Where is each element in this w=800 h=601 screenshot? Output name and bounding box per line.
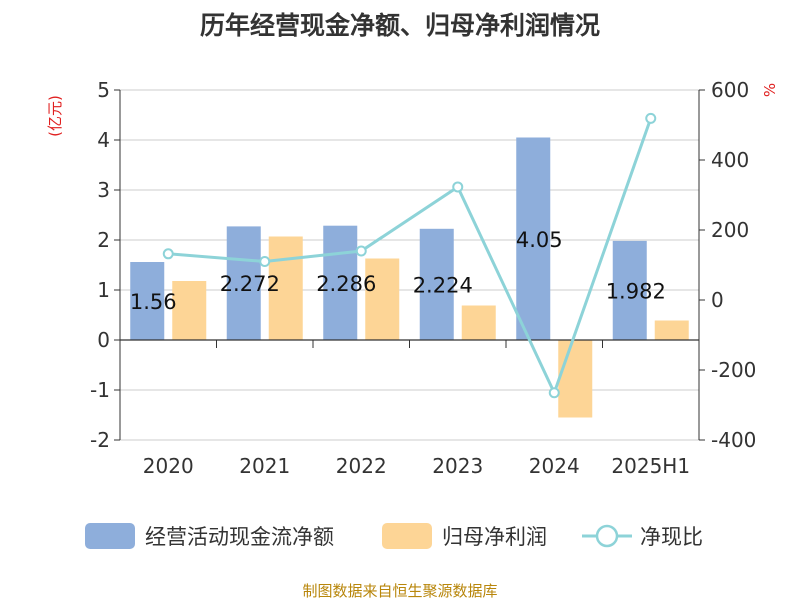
legend-swatch-net-profit <box>382 523 432 549</box>
bar-value-label: 2.224 <box>413 273 473 297</box>
x-tick-label: 2025H1 <box>611 454 690 478</box>
bar-value-label: 4.05 <box>516 228 563 252</box>
bar <box>558 340 593 418</box>
y-right-tick-label: -200 <box>711 358 756 382</box>
bar-value-label: 1.982 <box>606 279 666 303</box>
legend-label-cash-flow: 经营活动现金流净额 <box>145 525 334 549</box>
grid-lines <box>120 89 699 441</box>
line-point <box>452 181 464 193</box>
line-point <box>259 256 271 267</box>
source-note: 制图数据来自恒生聚源数据库 <box>302 582 498 600</box>
bar <box>516 137 551 340</box>
bar <box>226 226 261 340</box>
x-tick-label: 2021 <box>239 454 290 478</box>
bar <box>612 240 647 340</box>
y-right-tick-label: -400 <box>711 428 756 452</box>
bar <box>461 305 496 340</box>
x-tick-label: 2020 <box>143 454 194 478</box>
legend-marker-ratio <box>595 524 619 548</box>
line-path <box>168 117 653 397</box>
bar <box>419 228 454 340</box>
line-point <box>645 112 657 124</box>
y-right-unit: % <box>761 83 779 97</box>
bar <box>268 236 303 340</box>
y-right-tick-label: 0 <box>711 288 724 312</box>
line-point <box>355 245 367 257</box>
legend-label-net-profit: 归母净利润 <box>442 525 547 549</box>
y-left-tick-label: 5 <box>97 78 110 102</box>
legend: 经营活动现金流净额 归母净利润 净现比 <box>85 523 703 549</box>
y-left-tick-label: 4 <box>97 128 110 152</box>
bar <box>323 225 358 340</box>
y-left-tick-label: -2 <box>90 428 110 452</box>
y-right-tick-label: 200 <box>711 218 749 242</box>
y-left-unit: (亿元) <box>46 95 64 137</box>
legend-label-ratio: 净现比 <box>640 525 703 549</box>
bar <box>654 320 689 340</box>
line-point <box>162 248 174 260</box>
y-left-tick-label: 3 <box>97 178 110 202</box>
chart-title: 历年经营现金净额、归母净利润情况 <box>199 11 600 40</box>
x-tick-label: 2023 <box>432 454 483 478</box>
x-tick-label: 2024 <box>529 454 580 478</box>
bar <box>172 281 207 340</box>
data-labels: 1.56 2.272 2.286 2.224 4.05 1.982 <box>130 228 666 314</box>
axes: 5 4 3 2 1 0 -1 -2 600 400 200 0 -200 -400 (亿元)% 2020 202… <box>46 78 779 478</box>
legend-swatch-cash-flow <box>85 523 135 549</box>
y-left-tick-label: 0 <box>97 328 110 352</box>
y-left-tick-label: 2 <box>97 228 110 252</box>
line-series <box>162 112 657 399</box>
bar-series <box>130 137 689 418</box>
line-point <box>548 387 560 399</box>
y-right-tick-label: 600 <box>711 78 749 102</box>
y-left-tick-label: 1 <box>97 278 110 302</box>
bar <box>365 258 400 340</box>
bar-value-label: 1.56 <box>130 290 177 314</box>
y-left-tick-label: -1 <box>90 378 110 402</box>
bar-value-label: 2.272 <box>220 272 280 296</box>
x-tick-label: 2022 <box>336 454 387 478</box>
bar-value-label: 2.286 <box>316 272 376 296</box>
y-right-tick-label: 400 <box>711 148 749 172</box>
bar <box>130 262 165 340</box>
